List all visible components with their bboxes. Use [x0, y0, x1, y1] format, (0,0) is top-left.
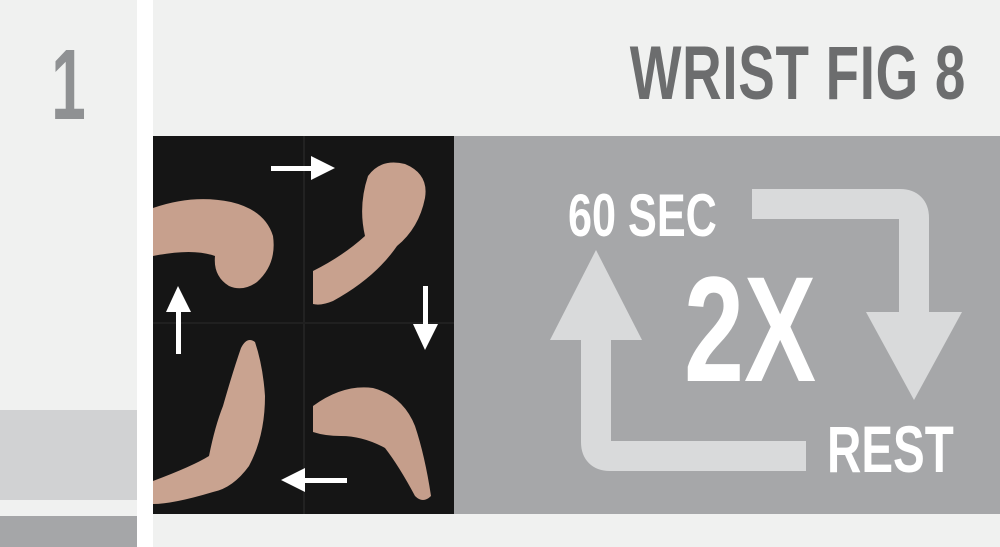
arrow-left-icon [281, 468, 347, 492]
cycle-arrows-icon [550, 189, 962, 471]
hand-open-up [153, 340, 265, 504]
rest-label: REST [827, 412, 954, 486]
arrow-up-icon [166, 286, 191, 354]
exercise-title: WRIST FIG 8 [629, 31, 966, 116]
duration-label: 60 SEC [568, 182, 717, 249]
sidebar-band-light [0, 410, 137, 500]
hand-wrist-sequence-icon [153, 136, 454, 514]
hand-fist-up [313, 162, 426, 305]
column-divider [137, 0, 153, 547]
exercise-photo [153, 136, 454, 514]
hand-fist-down [153, 199, 274, 289]
hand-open-down [313, 387, 431, 500]
sidebar-band-dark [0, 516, 137, 547]
repetitions-label: 2X [684, 245, 817, 413]
arrow-right-icon [271, 156, 335, 180]
bottom-strip [153, 514, 1000, 547]
arrow-down-icon [413, 286, 438, 350]
step-sidebar: 1 [0, 0, 137, 547]
step-number: 1 [51, 29, 86, 141]
routine-panel: 60 SEC 2X REST [454, 136, 1000, 514]
